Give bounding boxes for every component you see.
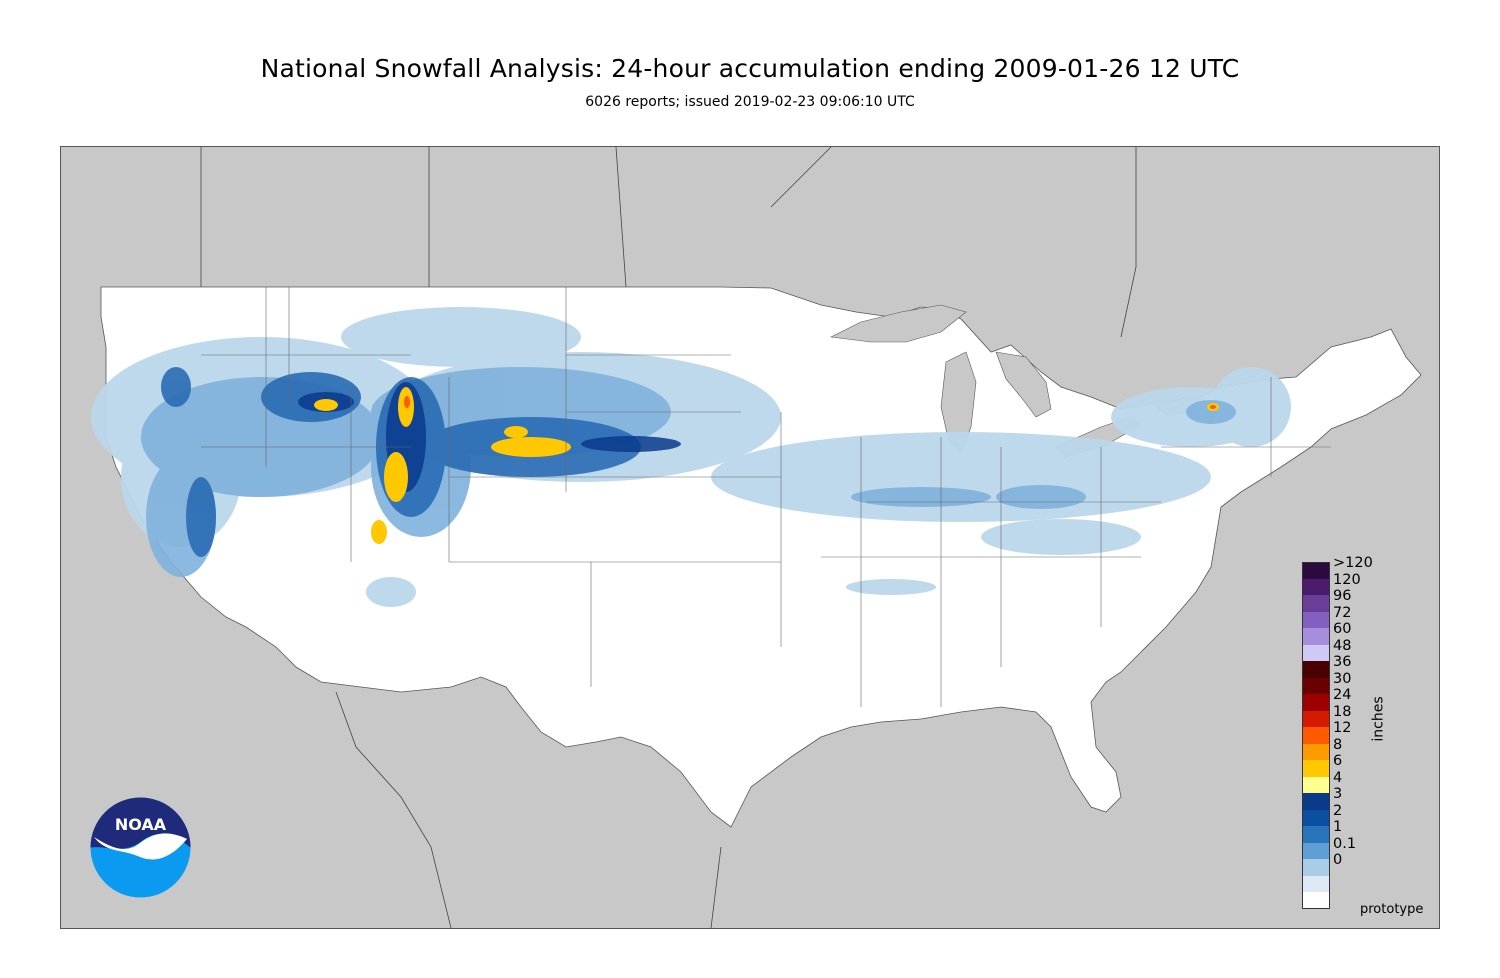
legend-label: 0.1 (1333, 835, 1357, 852)
legend-label: 6 (1333, 753, 1343, 769)
legend-swatch (1302, 661, 1330, 678)
lake-superior (829, 304, 967, 343)
legend-label: 1 (1333, 819, 1343, 835)
legend-swatch (1302, 793, 1330, 810)
legend-label: 3 (1333, 786, 1343, 802)
map-title: National Snowfall Analysis: 24-hour accu… (260, 54, 1240, 83)
legend-label: 18 (1333, 703, 1352, 720)
state-boundaries (201, 287, 1331, 707)
legend-label: 2 (1333, 802, 1343, 819)
legend-swatch (1302, 826, 1330, 843)
legend-label: 96 (1333, 588, 1352, 604)
legend-label: 36 (1333, 654, 1352, 670)
prototype-label: prototype (1360, 902, 1424, 917)
legend-label: 12 (1333, 720, 1352, 736)
legend-swatch (1302, 727, 1330, 744)
snow-peak (404, 396, 1216, 409)
legend-swatch (1302, 578, 1330, 595)
legend-swatch (1302, 809, 1330, 826)
legend-swatch (1302, 842, 1330, 859)
legend-label: 60 (1333, 621, 1352, 637)
noaa-logo: NOAA (90, 797, 191, 898)
legend-label: >120 (1333, 555, 1373, 571)
legend-label: 48 (1333, 637, 1352, 654)
legend-swatch (1302, 710, 1330, 727)
map-subtitle: 6026 reports; issued 2019-02-23 09:06:10… (585, 94, 915, 110)
legend-swatch (1302, 892, 1330, 909)
lake-huron (995, 351, 1052, 418)
legend-label: 72 (1333, 604, 1352, 621)
legend-swatch (1302, 694, 1330, 711)
country-boundaries (200, 147, 1137, 928)
legend-swatch (1302, 760, 1330, 777)
legend-swatch (1302, 628, 1330, 645)
legend-units-label: inches (1370, 696, 1387, 742)
legend-label: 4 (1333, 769, 1343, 786)
legend-label: 8 (1333, 736, 1343, 753)
legend-swatch (1302, 595, 1330, 612)
legend-swatch (1302, 776, 1330, 793)
noaa-logo-text: NOAA (115, 815, 167, 834)
legend-label: 30 (1333, 670, 1352, 687)
legend-swatch (1302, 875, 1330, 892)
snowfall-map (91, 147, 1422, 928)
legend-swatch (1302, 859, 1330, 876)
map-frame (60, 146, 1440, 929)
legend-swatch (1302, 611, 1330, 628)
snow-max (314, 387, 1219, 544)
legend-label: 24 (1333, 687, 1352, 703)
legend-label: 120 (1333, 571, 1361, 588)
legend-swatch (1302, 562, 1330, 579)
legend-swatch (1302, 677, 1330, 694)
legend-swatch (1302, 644, 1330, 661)
legend-swatch (1302, 743, 1330, 760)
legend-label: 0 (1333, 852, 1343, 868)
